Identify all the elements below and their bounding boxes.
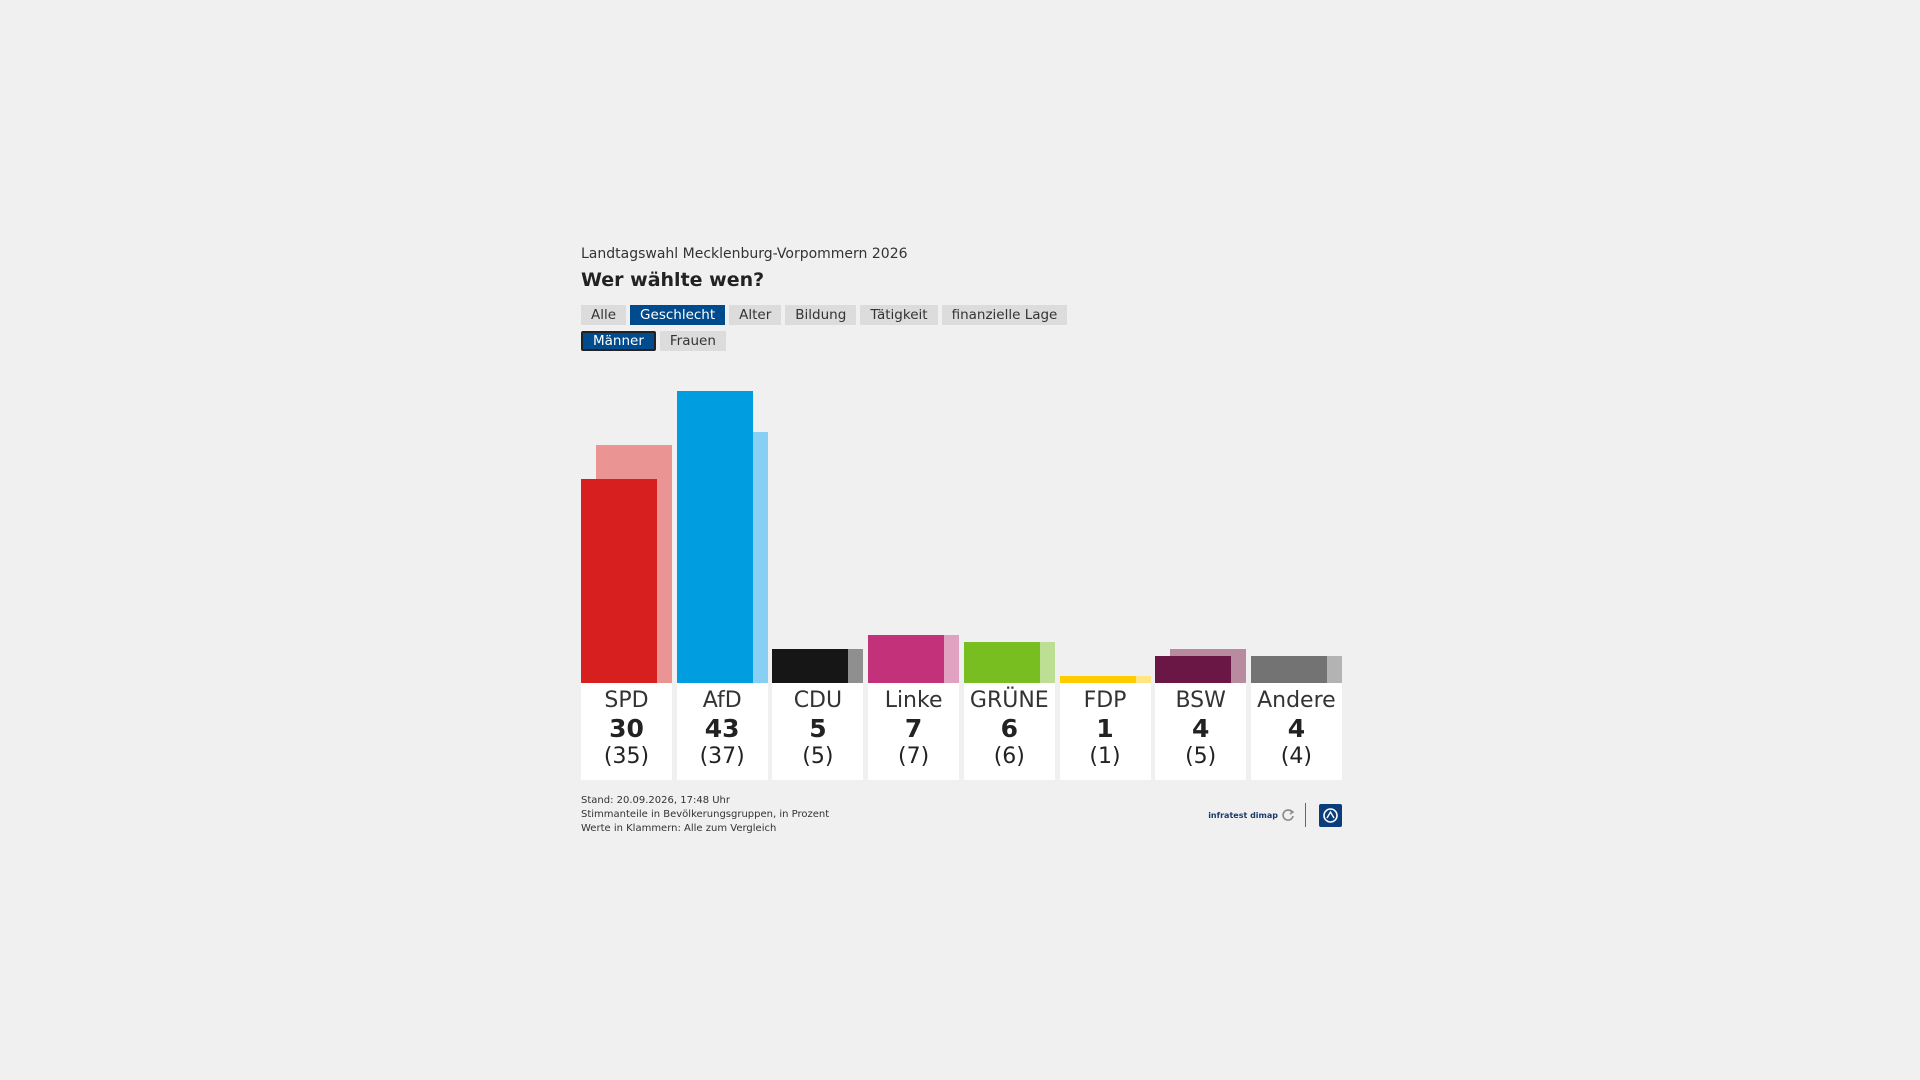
- tab-geschlecht[interactable]: Geschlecht: [630, 305, 726, 325]
- bar-fdp[interactable]: [1059, 676, 1136, 683]
- party-compare-value: (5): [1185, 744, 1217, 769]
- bar-linke[interactable]: [868, 635, 945, 683]
- column-label-cdu: CDU 5 (5): [772, 683, 864, 780]
- column-label-fdp: FDP 1 (1): [1059, 683, 1151, 780]
- chart-footer: Stand: 20.09.2026, 17:48 Uhr Stimmanteil…: [581, 794, 1342, 842]
- subgroup-tabs: Männer Frauen: [581, 331, 1342, 351]
- column-label-andere: Andere 4 (4): [1250, 683, 1342, 780]
- ard-logo-icon: [1319, 803, 1342, 827]
- party-name: Andere: [1257, 688, 1336, 713]
- bar-bsw[interactable]: [1155, 655, 1232, 683]
- category-tabs: Alle Geschlecht Alter Bildung Tätigkeit …: [581, 305, 1342, 325]
- party-name: SPD: [604, 688, 649, 713]
- party-compare-value: (37): [699, 744, 745, 769]
- footer-stand: Stand: 20.09.2026, 17:48 Uhr: [581, 795, 731, 806]
- footer-description: Stimmanteile in Bevölkerungsgruppen, in …: [581, 809, 830, 820]
- party-compare-value: (5): [802, 744, 834, 769]
- party-value: 4: [1287, 714, 1306, 743]
- column-label-afd: AfD 43 (37): [676, 683, 768, 780]
- party-value: 5: [809, 714, 827, 743]
- party-value: 6: [1000, 714, 1018, 743]
- tab-finanzielle-lage[interactable]: finanzielle Lage: [941, 305, 1068, 325]
- footer-comparison-note: Werte in Klammern: Alle zum Vergleich: [581, 823, 777, 834]
- bar-andere[interactable]: [1250, 655, 1327, 683]
- party-compare-value: (6): [993, 744, 1025, 769]
- party-compare-value: (7): [898, 744, 930, 769]
- party-name: AfD: [702, 688, 742, 713]
- tab-alter[interactable]: Alter: [729, 305, 782, 325]
- logo-divider: [1305, 803, 1306, 827]
- bar-gr-ne[interactable]: [963, 642, 1040, 683]
- party-value: 30: [609, 714, 644, 743]
- bar-chart: SPD 30 (35) AfD 43 (37) CDU 5 (5) Linke 7 (7) GRÜNE 6…: [581, 385, 1342, 780]
- column-label-linke: Linke 7 (7): [868, 683, 960, 780]
- party-value: 4: [1191, 714, 1210, 743]
- tab-bildung[interactable]: Bildung: [785, 305, 857, 325]
- bar-spd[interactable]: [581, 479, 657, 683]
- party-name: Linke: [884, 688, 943, 713]
- bar-afd[interactable]: [676, 391, 753, 683]
- party-name: BSW: [1175, 688, 1226, 713]
- logos: infratest dimap: [1208, 803, 1342, 827]
- bar-cdu[interactable]: [772, 649, 849, 683]
- column-label-spd: SPD 30 (35): [581, 683, 672, 780]
- refresh-icon: [1282, 809, 1295, 821]
- subtab-frauen[interactable]: Frauen: [659, 331, 726, 351]
- chart-subtitle: Landtagswahl Mecklenburg-Vorpommern 2026: [581, 246, 908, 262]
- party-value: 7: [904, 714, 923, 743]
- widget: Landtagswahl Mecklenburg-Vorpommern 2026…: [581, 245, 1342, 351]
- subtab-maenner[interactable]: Männer: [581, 331, 656, 351]
- tab-alle[interactable]: Alle: [581, 305, 627, 325]
- party-value: 43: [704, 714, 740, 743]
- party-name: CDU: [793, 688, 843, 713]
- party-compare-value: (4): [1280, 744, 1312, 769]
- party-name: GRÜNE: [969, 688, 1049, 713]
- column-label-gr-ne: GRÜNE 6 (6): [963, 683, 1055, 780]
- party-compare-value: (1): [1089, 744, 1121, 769]
- infratest-logo: infratest dimap: [1208, 810, 1278, 820]
- chart-title: Wer wählte wen?: [581, 269, 765, 291]
- party-value: 1: [1096, 714, 1114, 743]
- party-name: FDP: [1083, 688, 1127, 713]
- tab-taetigkeit[interactable]: Tätigkeit: [860, 305, 938, 325]
- party-compare-value: (35): [603, 744, 650, 769]
- column-label-bsw: BSW 4 (5): [1155, 683, 1247, 780]
